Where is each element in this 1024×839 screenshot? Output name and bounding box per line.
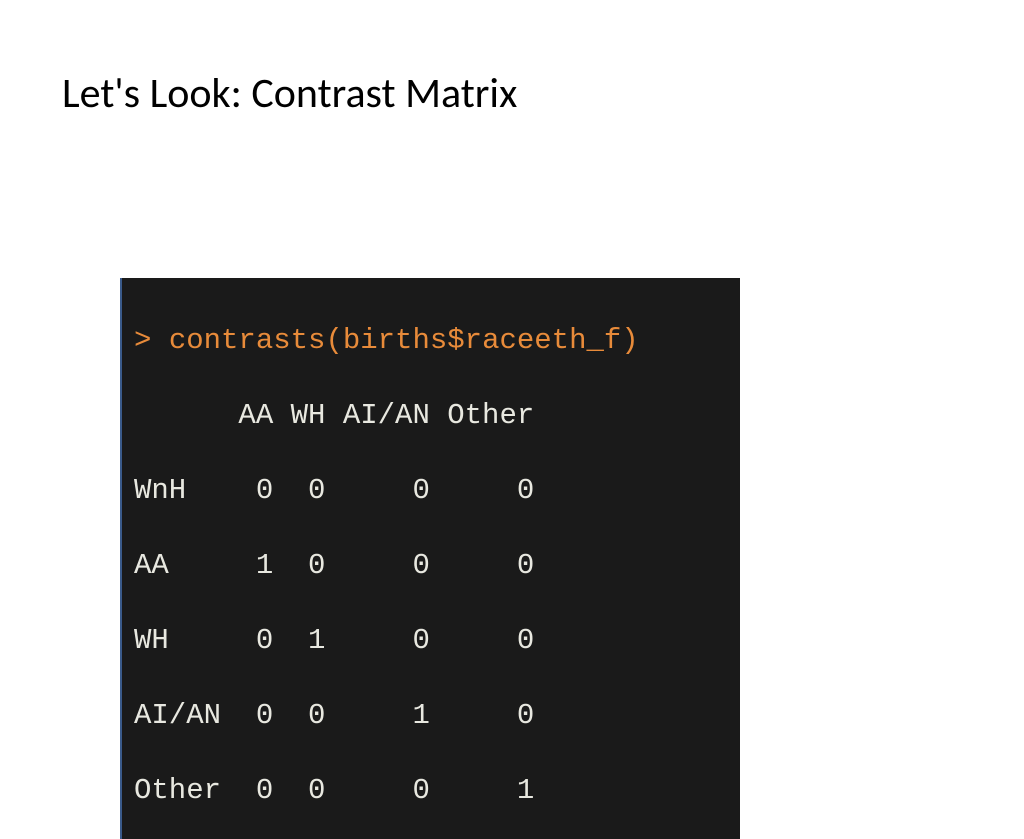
table-row: AA 1 0 0 0 [134,546,728,585]
slide-title: Let's Look: Contrast Matrix [62,68,517,119]
table-row: WnH 0 0 0 0 [134,471,728,510]
table-row: AI/AN 0 0 1 0 [134,696,728,735]
console-prompt-line: > contrasts(births$raceeth_f) [134,322,728,360]
table-row: Other 0 0 0 1 [134,771,728,810]
table-row: WH 0 1 0 0 [134,621,728,660]
table-header-row: AA WH AI/AN Other [134,396,728,435]
console-command: contrasts(births$raceeth_f) [169,324,639,357]
prompt-symbol: > [134,324,151,357]
r-console-output: > contrasts(births$raceeth_f) AA WH AI/A… [120,278,740,839]
